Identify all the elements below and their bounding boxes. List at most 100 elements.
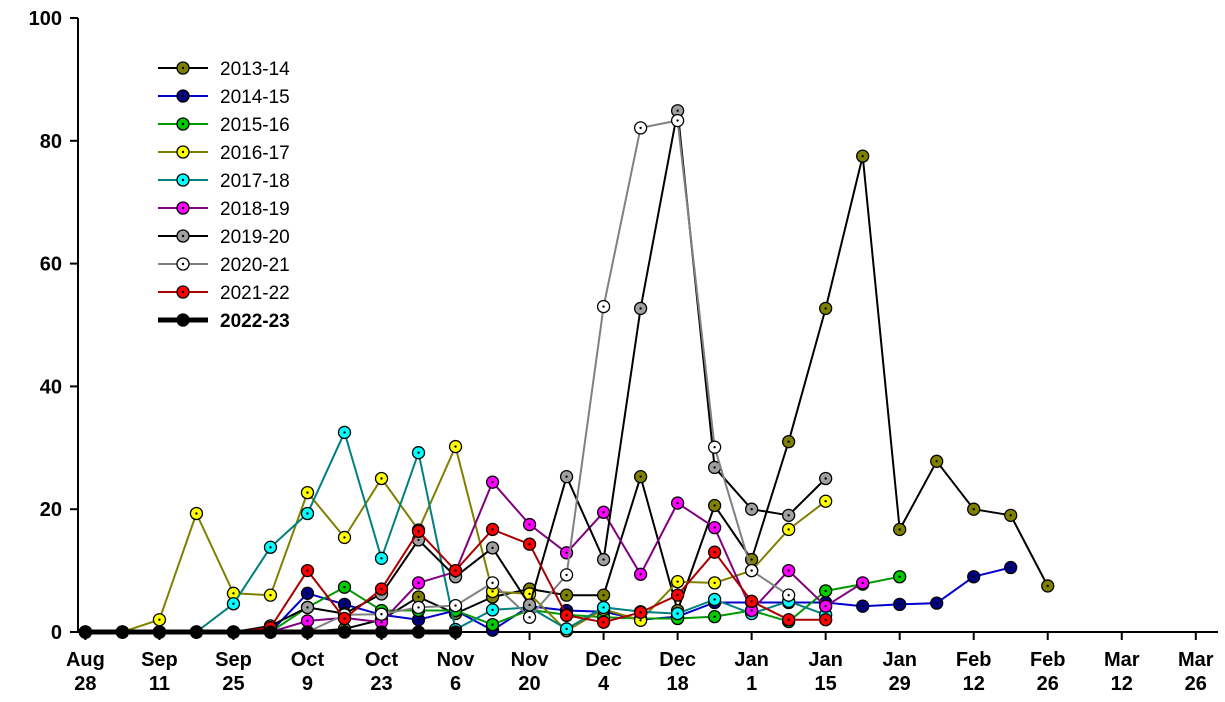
x-tick-label-day: 26 (1185, 673, 1207, 695)
data-point-dot (306, 512, 309, 515)
data-point-dot (380, 620, 383, 624)
data-point-dot (454, 445, 457, 448)
legend-item: 2018-19 (158, 199, 290, 220)
data-point-dot (824, 589, 827, 593)
y-tick-label: 20 (40, 499, 62, 521)
data-point-dot (713, 615, 716, 618)
data-point-dot (750, 609, 753, 612)
data-point-dot (232, 592, 235, 595)
x-tick-label-month: Nov (511, 649, 550, 671)
x-tick-label-day: 12 (963, 673, 985, 695)
x-tick-label-month: Aug (66, 649, 105, 671)
data-point-dot (824, 307, 827, 310)
data-point-dot (491, 528, 494, 531)
series-line (85, 119, 790, 633)
legend-label: 2020-21 (220, 255, 290, 276)
data-point-dot (565, 475, 568, 478)
x-tick-label-day: 26 (1037, 673, 1059, 695)
x-tick-label-day: 4 (598, 673, 610, 695)
x-tick-label-day: 9 (302, 673, 313, 695)
data-point-dot (269, 593, 272, 597)
legend-item: 2017-18 (158, 171, 290, 192)
x-tick-label-day: 18 (666, 673, 688, 695)
data-point-dot (639, 619, 642, 622)
data-point-dot (787, 569, 790, 572)
data-point (374, 625, 389, 639)
data-point-dot (824, 605, 827, 608)
data-point-dot (343, 536, 346, 539)
data-point-dot (528, 523, 531, 526)
data-point-dot (676, 119, 679, 122)
legend-item: 2014-15 (158, 87, 290, 108)
data-point-dot (898, 528, 901, 531)
legend-item: 2022-23 (158, 311, 290, 332)
data-point-dot (602, 558, 605, 561)
data-point-dot (491, 608, 494, 612)
y-tick-label: 0 (51, 622, 62, 644)
data-point-dot (158, 618, 161, 621)
data-point-dot (528, 616, 531, 619)
data-point (152, 625, 167, 639)
data-point-dot (417, 595, 420, 599)
data-point-dot (565, 573, 568, 577)
x-tick-label-month: Dec (585, 649, 622, 671)
data-point-dot (787, 440, 790, 443)
data-point-dot (898, 575, 901, 578)
data-point-dot (380, 477, 383, 480)
data-point (337, 625, 352, 639)
x-tick-label-day: 11 (149, 673, 170, 695)
x-tick-label-month: Mar (1104, 649, 1140, 671)
legend-item: 2021-22 (158, 283, 290, 304)
data-point-dot (639, 573, 642, 576)
data-point-dot (824, 477, 827, 480)
data-point-dot (306, 491, 309, 494)
data-point-dot (861, 605, 864, 608)
data-point-dot (491, 581, 494, 585)
data-point-dot (824, 618, 827, 621)
data-point-dot (676, 612, 679, 615)
x-tick-label-day: 20 (518, 673, 540, 695)
x-tick-label-month: Feb (956, 649, 992, 671)
data-point-dot (639, 307, 642, 310)
data-point (226, 625, 241, 639)
data-point-dot (454, 569, 457, 572)
series-2013-14 (78, 149, 1055, 639)
data-point-dot (1009, 566, 1012, 569)
data-point (300, 625, 315, 639)
data-point-dot (972, 508, 975, 511)
data-point-dot (380, 587, 383, 591)
data-point-dot (639, 126, 642, 130)
x-tick-label-day: 25 (222, 673, 244, 695)
legend-marker-dot (181, 94, 185, 98)
legend-marker-dot (181, 262, 185, 266)
data-point-dot (417, 451, 420, 454)
data-point-dot (269, 546, 272, 549)
data-point (263, 625, 278, 639)
legend-item: 2013-14 (158, 59, 290, 80)
data-point-dot (713, 445, 716, 449)
legend-marker (176, 313, 190, 327)
legend-label: 2022-23 (220, 311, 290, 332)
data-point-dot (713, 550, 716, 554)
data-point-dot (454, 604, 457, 607)
data-point-dot (232, 602, 235, 605)
data-point-dot (528, 592, 531, 596)
data-point-dot (491, 623, 494, 626)
legend-label: 2019-20 (220, 227, 290, 248)
series-2022-23 (78, 625, 463, 639)
x-tick-label-month: Oct (291, 649, 325, 671)
x-tick-label-day: 15 (815, 673, 837, 695)
data-point-dot (935, 601, 938, 605)
data-point-dot (750, 508, 753, 511)
legend-label: 2013-14 (220, 59, 290, 80)
data-point-dot (602, 511, 605, 514)
x-tick-label-day: 23 (370, 673, 392, 695)
data-point-dot (380, 612, 383, 616)
legend-marker-dot (181, 150, 185, 154)
legend-marker-dot (181, 234, 185, 238)
legend-marker-dot (181, 290, 185, 294)
data-point-dot (195, 512, 198, 515)
data-point-dot (713, 581, 716, 585)
data-point-dot (676, 580, 679, 583)
x-tick-label-month: Sep (215, 649, 252, 671)
